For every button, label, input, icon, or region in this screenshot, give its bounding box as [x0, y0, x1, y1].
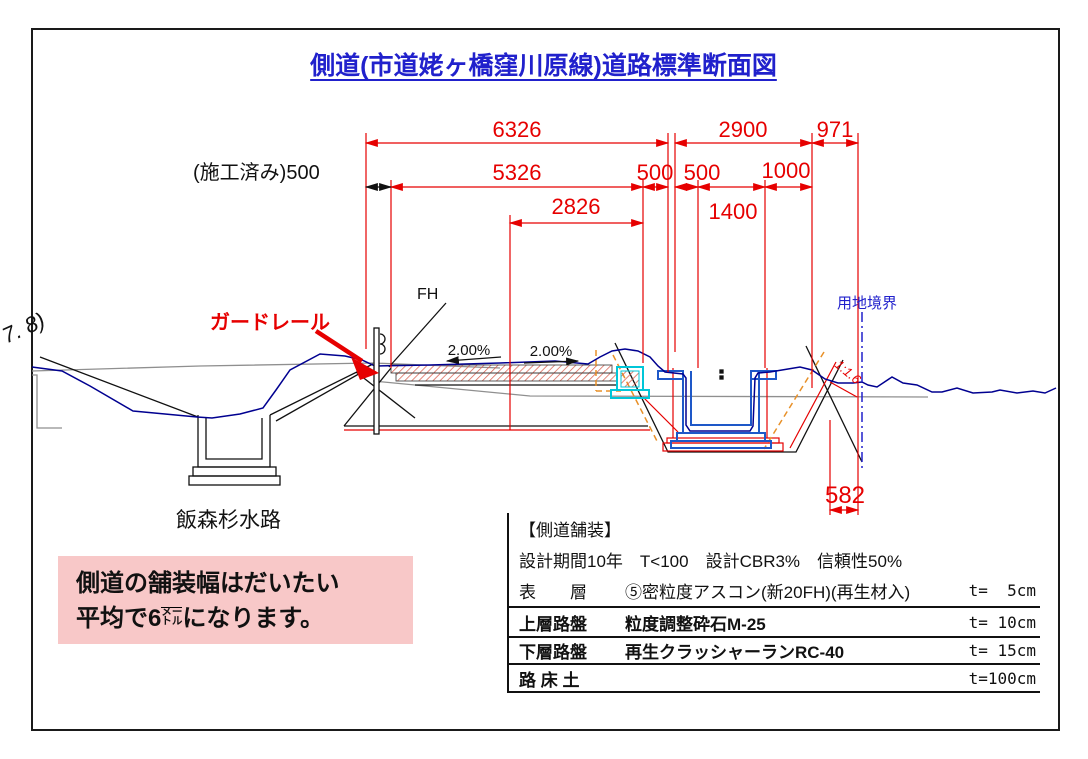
fh-label: FH: [417, 286, 438, 303]
drawing-title-text: 側道(市道姥ヶ橋窪川原線)道路標準断面図: [310, 52, 777, 80]
pavement-table-header: 【側道舗装】: [519, 521, 621, 540]
red-construction-lines: [344, 361, 858, 452]
dimension-lines: [364, 139, 860, 514]
pavement-design-row: 設計期間10年 T<100 設計CBR3% 信頼性50%: [519, 552, 903, 571]
meter-unit-symbol: メー トル: [161, 605, 183, 628]
guardrail-pointer-arrow: [314, 329, 379, 380]
extension-lines: [365, 133, 859, 515]
dim-2826: 2826: [552, 194, 601, 219]
pavement-row-subgrade: 路 床 土 t=100cm: [509, 665, 1040, 693]
fh-leader-line: [388, 302, 447, 368]
drawing-title: 側道(市道姥ヶ橋窪川原線)道路標準断面図: [31, 46, 1056, 82]
land-boundary-label: 用地境界: [837, 294, 897, 312]
dim-500-right: 500: [684, 160, 721, 185]
drainage-channel: [657, 370, 777, 449]
slope-stake-lines: [595, 350, 825, 450]
dim-582: 582: [825, 482, 865, 509]
ground-line: [31, 348, 1057, 432]
guardrail-beam-icon: [379, 333, 386, 355]
pavement-row-upper-base: 上層路盤 粒度調整砕石M-25 t= 10cm: [509, 608, 1040, 638]
dim-5326: 5326: [493, 160, 542, 185]
dim-971: 971: [817, 117, 854, 142]
dimension-texts: 6326 2900 971 5326 500 500 1000 1400 282…: [493, 117, 866, 509]
pavement-layers: [390, 364, 618, 382]
dim-6326: 6326: [493, 117, 542, 142]
pavement-spec-table: 【側道舗装】 設計期間10年 T<100 設計CBR3% 信頼性50% 表 層 …: [507, 513, 1040, 693]
edge-note-label: 7. 8): [0, 308, 49, 349]
drawing-border: [31, 28, 1060, 731]
guardrail: [373, 327, 386, 435]
dim-500-left: 500: [637, 160, 674, 185]
dim-2900: 2900: [719, 117, 768, 142]
dim-1400: 1400: [709, 199, 758, 224]
guardrail-label: ガードレール: [210, 311, 330, 334]
note-box: 側道の舗装幅はだいたい 平均で6 メー トル になります。: [58, 556, 413, 644]
pavement-row-lower-base: 下層路盤 再生クラッシャーランRC-40 t= 15cm: [509, 638, 1040, 665]
note-line2: 平均で6 メー トル になります。: [76, 605, 324, 632]
curb-gutter: [610, 366, 650, 399]
waterway-label: 飯森杉水路: [176, 509, 281, 532]
dim-1000: 1000: [762, 158, 811, 183]
dim-precast-500: (施工済み)500: [193, 161, 320, 184]
slope-arrows: [445, 356, 580, 366]
terrain-lines: [39, 302, 863, 486]
slope-left-label: 2.00%: [448, 342, 491, 359]
slope-right-label: 2.00%: [530, 343, 573, 360]
pavement-row-surface: 表 層 ⑤密粒度アスコン(新20FH)(再生材入) t= 5cm: [509, 575, 1040, 608]
note-line1: 側道の舗装幅はだいたい: [76, 570, 340, 597]
